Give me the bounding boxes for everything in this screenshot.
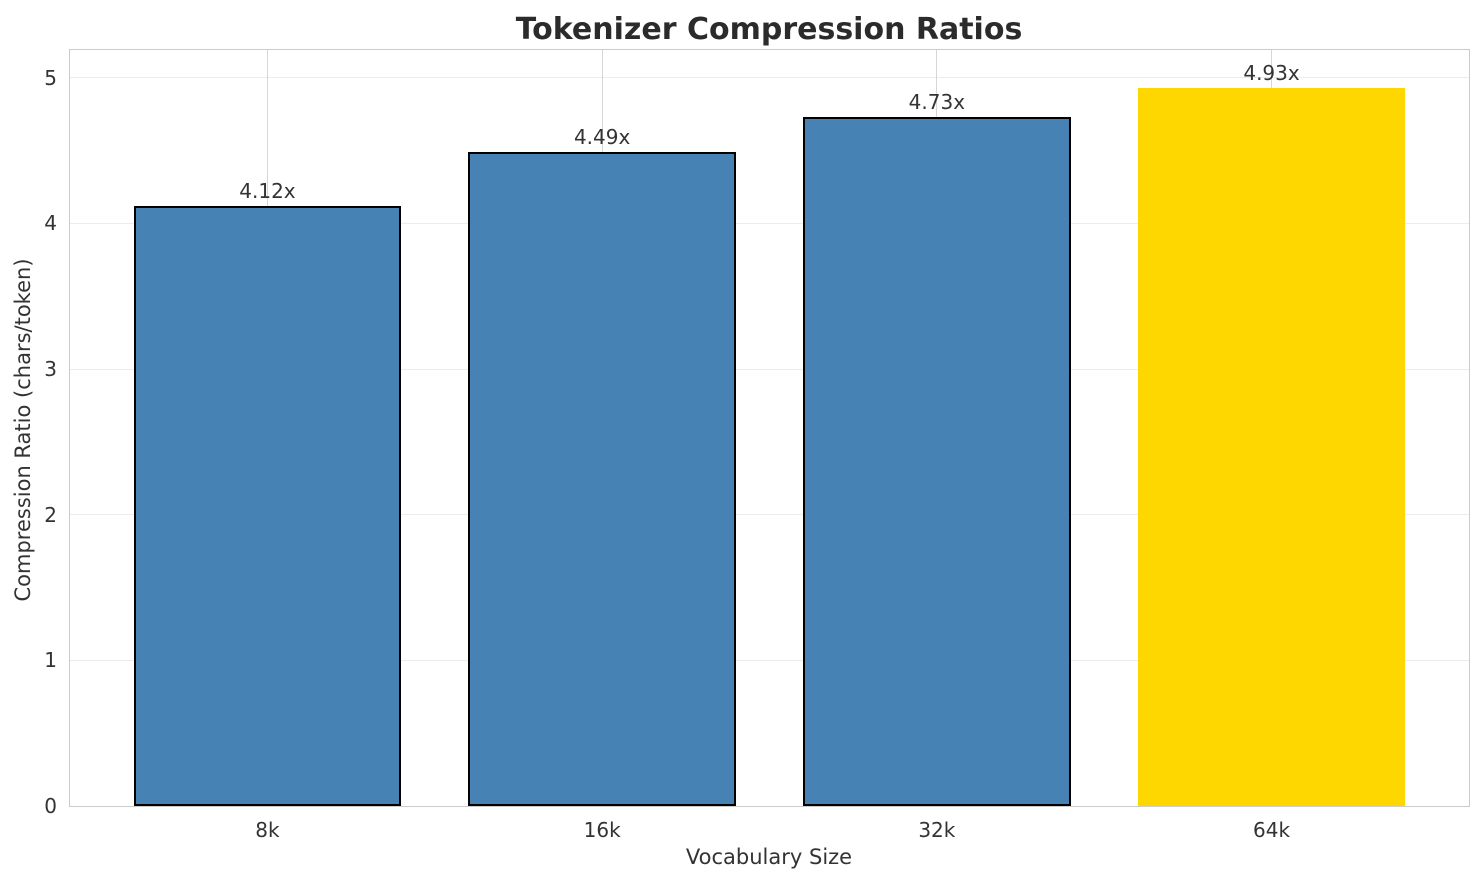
bar-value-label: 4.93x [1243, 60, 1300, 85]
x-tick-label: 32k [918, 818, 956, 842]
x-tick-label: 8k [255, 818, 280, 842]
y-tick-label: 3 [44, 357, 57, 381]
bar-value-label: 4.49x [573, 124, 631, 149]
y-tick-label: 5 [44, 65, 57, 90]
y-tick-label: 1 [44, 648, 57, 673]
y-tick-label: 0 [44, 794, 57, 818]
gridline-horizontal [70, 368, 1469, 370]
plot-area: 0 1 2 3 4 5 8k 16k 32k 64k 4.12x 4.49x 4.73x 4.93x [44, 49, 1470, 842]
gridline-horizontal [70, 514, 1469, 516]
x-tick-label: 16k [583, 818, 621, 842]
chart-title: Tokenizer Compression Ratios [515, 12, 1023, 47]
bar-8k [133, 205, 402, 806]
bar-32k [802, 117, 1071, 806]
gridline-horizontal [70, 222, 1469, 224]
y-tick-label: 2 [44, 502, 57, 527]
gridline-horizontal [70, 77, 1469, 79]
bar-value-label: 4.73x [908, 90, 966, 115]
bar-value-label: 4.12x [239, 178, 296, 203]
y-axis-label: Compression Ratio (chars/token) [11, 258, 35, 602]
bar-64k [1137, 87, 1406, 806]
gridline-horizontal [70, 659, 1469, 661]
y-tick-label: 4 [44, 211, 57, 236]
x-axis-label: Vocabulary Size [685, 845, 853, 869]
bar-16k [468, 151, 737, 806]
x-tick-label: 64k [1253, 818, 1291, 842]
